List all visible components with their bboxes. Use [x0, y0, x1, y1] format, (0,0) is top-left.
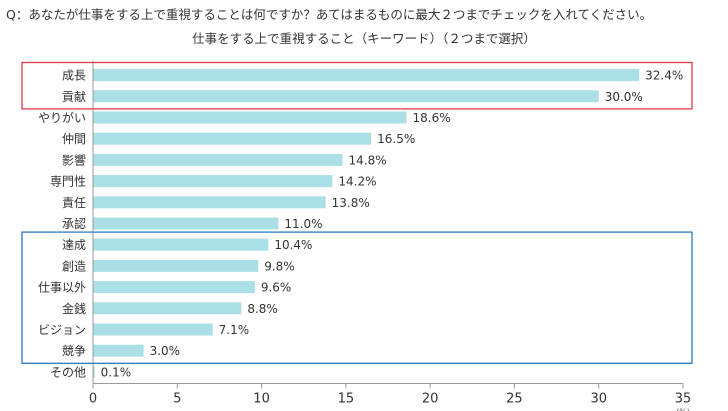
value-label: 13.8% [332, 196, 370, 210]
category-label: 仕事以外 [38, 281, 86, 295]
value-label: 14.2% [338, 175, 376, 189]
category-label: やりがい [38, 110, 86, 125]
bar [93, 344, 144, 357]
value-label: 30.0% [605, 90, 643, 104]
category-label: 金銭 [62, 301, 86, 316]
category-label: 責任 [62, 196, 86, 210]
value-label: 14.8% [348, 153, 386, 167]
bar [93, 281, 255, 294]
category-label: その他 [50, 365, 86, 379]
x-tick-label: 35 [675, 392, 692, 407]
bar [93, 196, 326, 209]
value-label: 11.0% [284, 217, 322, 231]
x-tick-label: 20 [422, 392, 439, 407]
value-label: 3.0% [150, 344, 181, 358]
category-label: 競争 [62, 343, 86, 358]
bar [93, 90, 599, 103]
x-unit-label: (%) [676, 408, 690, 411]
red-highlight-box [21, 61, 693, 110]
bar [93, 217, 279, 230]
value-label: 10.4% [274, 238, 312, 252]
category-label: 成長 [62, 69, 86, 83]
category-label: 影響 [62, 152, 86, 167]
bar [93, 153, 343, 166]
x-tick-label: 0 [89, 392, 97, 407]
x-tick-label: 25 [506, 392, 523, 407]
value-label: 32.4% [645, 69, 683, 83]
bar [93, 111, 407, 124]
category-label: 仲間 [62, 132, 86, 146]
bar [93, 69, 640, 82]
value-label: 7.1% [219, 323, 250, 337]
bar [93, 175, 333, 188]
blue-highlight-box [21, 231, 693, 364]
bar [93, 132, 372, 145]
value-label: 8.8% [247, 302, 277, 316]
value-label: 0.1% [101, 365, 132, 379]
x-tick-label: 5 [173, 392, 181, 407]
category-label: 承認 [62, 216, 86, 231]
x-tick-label: 30 [590, 392, 607, 407]
category-label: 専門性 [50, 175, 86, 189]
category-label: 創造 [62, 259, 86, 273]
bar [93, 365, 95, 378]
bar [93, 302, 242, 315]
value-label: 18.6% [413, 111, 451, 125]
value-label: 16.5% [377, 132, 415, 146]
value-label: 9.8% [264, 259, 295, 273]
question-text: Q：あなたが仕事をする上で重視することは何ですか？あてはまるものに最大２つまでチ… [6, 7, 653, 22]
x-tick-label: 15 [338, 392, 355, 407]
value-label: 9.6% [261, 281, 292, 295]
category-label: ビジョン [38, 323, 86, 337]
category-label: 貢献 [62, 89, 86, 104]
chart-title: 仕事をする上で重視すること（キーワード）（２つまで選択） [192, 31, 536, 46]
x-tick-label: 10 [253, 392, 270, 407]
bar [93, 323, 213, 336]
bar [93, 238, 269, 251]
bar [93, 259, 259, 272]
category-label: 達成 [62, 238, 86, 252]
